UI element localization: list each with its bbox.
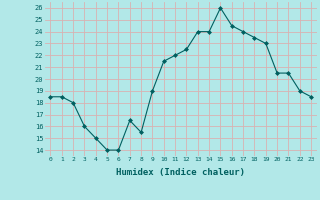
X-axis label: Humidex (Indice chaleur): Humidex (Indice chaleur) [116,168,245,177]
